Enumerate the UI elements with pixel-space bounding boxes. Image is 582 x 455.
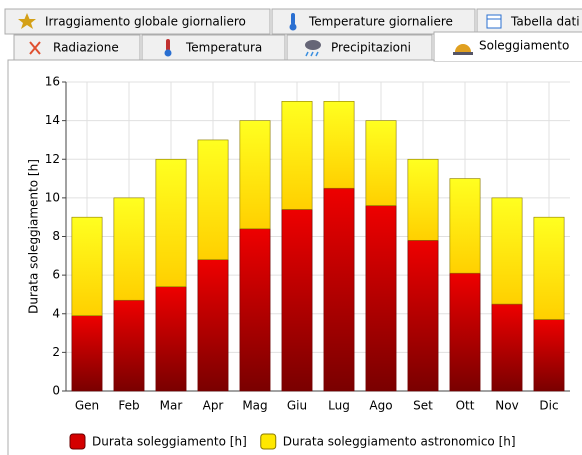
x-tick-label: Nov: [495, 399, 518, 413]
legend-swatch: [260, 433, 277, 450]
bar-segment: [533, 319, 565, 392]
legend-label: Durata soleggiamento [h]: [92, 435, 247, 449]
icon: [453, 52, 473, 55]
icon: [29, 41, 41, 55]
bar-segment: [239, 120, 271, 230]
y-tick-label: 10: [45, 190, 60, 204]
x-tick-label: Mag: [242, 399, 267, 413]
bar-segment: [155, 158, 187, 288]
icon: [164, 49, 172, 57]
x-tick-label: Ott: [456, 399, 475, 413]
tab-label: Temperatura: [185, 41, 262, 55]
bar-segment: [281, 209, 313, 392]
tab-label: Irraggiamento globale giornaliero: [45, 15, 246, 29]
x-tick-label: Feb: [118, 399, 139, 413]
x-tick-label: Dic: [539, 399, 558, 413]
x-tick-label: Set: [413, 399, 433, 413]
tab[interactable]: [141, 34, 286, 61]
bar-segment: [407, 158, 439, 241]
tab-label: Tabella dati: [510, 15, 580, 29]
bar-segment: [155, 286, 187, 392]
bar-segment: [449, 272, 481, 392]
bar-segment: [71, 315, 103, 392]
y-tick-label: 4: [52, 306, 60, 320]
bar-segment: [113, 299, 145, 392]
y-axis-label: Durata soleggiamento [h]: [27, 159, 41, 314]
legend-label: Durata soleggiamento astronomico [h]: [283, 435, 516, 449]
bar-segment: [365, 205, 397, 392]
bar-segment: [533, 216, 565, 320]
icon: [289, 23, 297, 31]
icon: [455, 44, 471, 52]
icon: [166, 39, 170, 51]
x-tick-label: Apr: [203, 399, 224, 413]
icon: [305, 40, 321, 50]
x-tick-label: Giu: [287, 399, 307, 413]
icon: [291, 13, 295, 25]
icon: [486, 14, 502, 29]
bar-segment: [197, 139, 229, 260]
bar-segment: [365, 120, 397, 206]
bar-segment: [491, 197, 523, 305]
y-tick-label: 16: [45, 75, 60, 89]
bar-segment: [449, 178, 481, 274]
bar-segment: [239, 228, 271, 392]
tab[interactable]: [271, 8, 476, 35]
x-tick-label: Mar: [160, 399, 183, 413]
tab[interactable]: [4, 8, 271, 35]
y-tick-label: 0: [52, 384, 60, 398]
tab-label: Soleggiamento: [479, 39, 569, 53]
bar-segment: [323, 101, 355, 189]
icon: [18, 13, 36, 29]
chart: 0 2 4 6 8 10 12 14 16 Durata soleggiamento [h] Gen…: [27, 75, 570, 450]
tab-label: Temperature giornaliere: [308, 15, 453, 29]
x-tick-label: Lug: [328, 399, 350, 413]
tab-label: Precipitazioni: [331, 41, 411, 55]
y-tick-label: 14: [45, 113, 60, 127]
icon: [305, 51, 319, 57]
bar-segment: [407, 240, 439, 392]
bar-segment: [491, 303, 523, 392]
y-tick-label: 12: [45, 152, 60, 166]
bar-segment: [71, 216, 103, 316]
bar-segment: [281, 101, 313, 210]
y-tick-label: 8: [52, 229, 60, 243]
legend-swatch: [69, 433, 86, 450]
x-tick-label: Gen: [75, 399, 99, 413]
bar-segment: [323, 187, 355, 392]
y-tick-label: 6: [52, 268, 60, 282]
bar-segment: [113, 197, 145, 301]
bar-segment: [197, 259, 229, 392]
x-tick-label: Ago: [369, 399, 392, 413]
tab-label: Radiazione: [53, 41, 119, 55]
y-tick-label: 2: [52, 345, 60, 359]
